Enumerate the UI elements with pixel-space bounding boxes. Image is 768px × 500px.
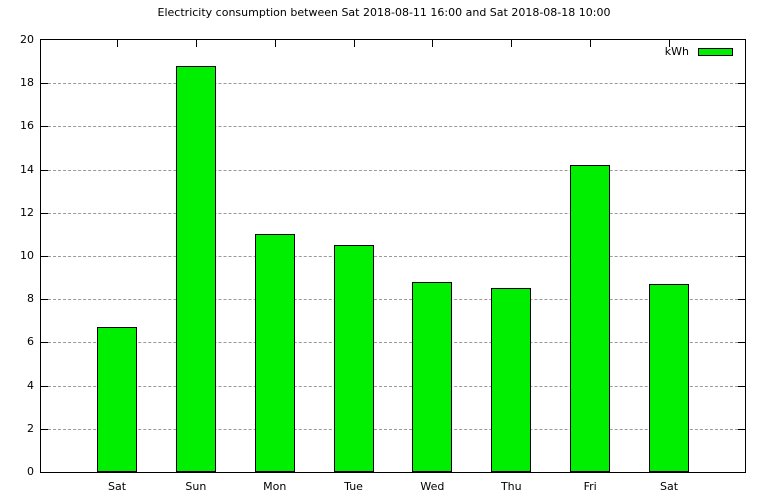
- y-tick-mark: [41, 385, 48, 387]
- y-tick-label: 12: [20, 205, 34, 219]
- x-tick-mark-top: [511, 40, 513, 47]
- x-tick-label: Tue: [344, 480, 363, 493]
- bar-sun-1: [175, 66, 216, 472]
- legend-swatch: [698, 47, 733, 56]
- x-tick-label: Sun: [185, 480, 207, 493]
- y-tick-mark: [738, 428, 745, 430]
- x-tick-mark-top: [195, 40, 197, 47]
- legend-label: kWh: [664, 45, 689, 58]
- x-tick-mark-top: [274, 40, 276, 47]
- y-tick-mark: [41, 342, 48, 344]
- gridline: [43, 256, 743, 257]
- x-tick-mark-top: [117, 40, 118, 47]
- gridline: [43, 342, 743, 344]
- plot-area: [40, 39, 746, 473]
- x-tick-label: Thu: [500, 480, 522, 493]
- bar-thu-5: [491, 288, 532, 472]
- y-tick-label: 20: [20, 33, 34, 46]
- bar-mon-2: [254, 234, 295, 472]
- y-tick-label: 4: [27, 378, 34, 392]
- gridline: [43, 385, 743, 387]
- x-tick-label: Mon: [263, 480, 287, 493]
- y-tick-label: 2: [27, 421, 34, 435]
- bar-sat-7: [649, 284, 689, 472]
- x-tick-mark-top: [432, 40, 434, 47]
- chart-title: Electricity consumption between Sat 2018…: [157, 6, 611, 19]
- y-tick-mark: [738, 299, 745, 301]
- y-tick-mark: [41, 212, 48, 214]
- y-tick-mark: [738, 256, 745, 257]
- gridline: [43, 169, 743, 171]
- bar-wed-4: [412, 282, 453, 472]
- y-tick-mark: [41, 169, 48, 171]
- x-tick-mark-top: [353, 40, 355, 47]
- y-tick-mark: [41, 256, 48, 257]
- gridline: [43, 212, 743, 214]
- legend: kWh: [665, 45, 733, 58]
- y-tick-label: 16: [20, 119, 34, 133]
- y-tick-mark: [41, 83, 48, 85]
- gridline: [43, 299, 743, 301]
- y-tick-mark: [738, 342, 745, 344]
- y-tick-label: 10: [20, 249, 34, 262]
- y-tick-mark: [41, 299, 48, 301]
- y-tick-mark: [738, 385, 745, 387]
- x-tick-label: Wed: [420, 480, 445, 493]
- y-tick-label: 18: [20, 76, 34, 90]
- x-tick-label: Sat: [107, 480, 127, 493]
- y-tick-mark: [41, 428, 48, 430]
- y-tick-mark: [738, 169, 745, 171]
- gridline: [43, 83, 743, 85]
- y-tick-mark: [738, 83, 745, 85]
- y-tick-label: 8: [27, 292, 34, 306]
- y-tick-label: 6: [27, 335, 34, 349]
- bar-tue-3: [333, 245, 374, 472]
- x-tick-label: Fri: [583, 480, 597, 493]
- y-tick-mark: [738, 126, 745, 128]
- x-tick-mark-top: [669, 40, 670, 47]
- x-tick-mark-top: [590, 40, 592, 47]
- gridline: [43, 126, 743, 128]
- bar-fri-6: [570, 165, 611, 472]
- x-tick-label: Sat: [659, 480, 679, 493]
- y-tick-mark: [738, 212, 745, 214]
- gridline: [43, 428, 743, 430]
- y-tick-label: 14: [20, 162, 34, 176]
- bar-sat-0: [97, 327, 137, 472]
- y-tick-mark: [41, 126, 48, 128]
- y-tick-label: 0: [27, 465, 34, 478]
